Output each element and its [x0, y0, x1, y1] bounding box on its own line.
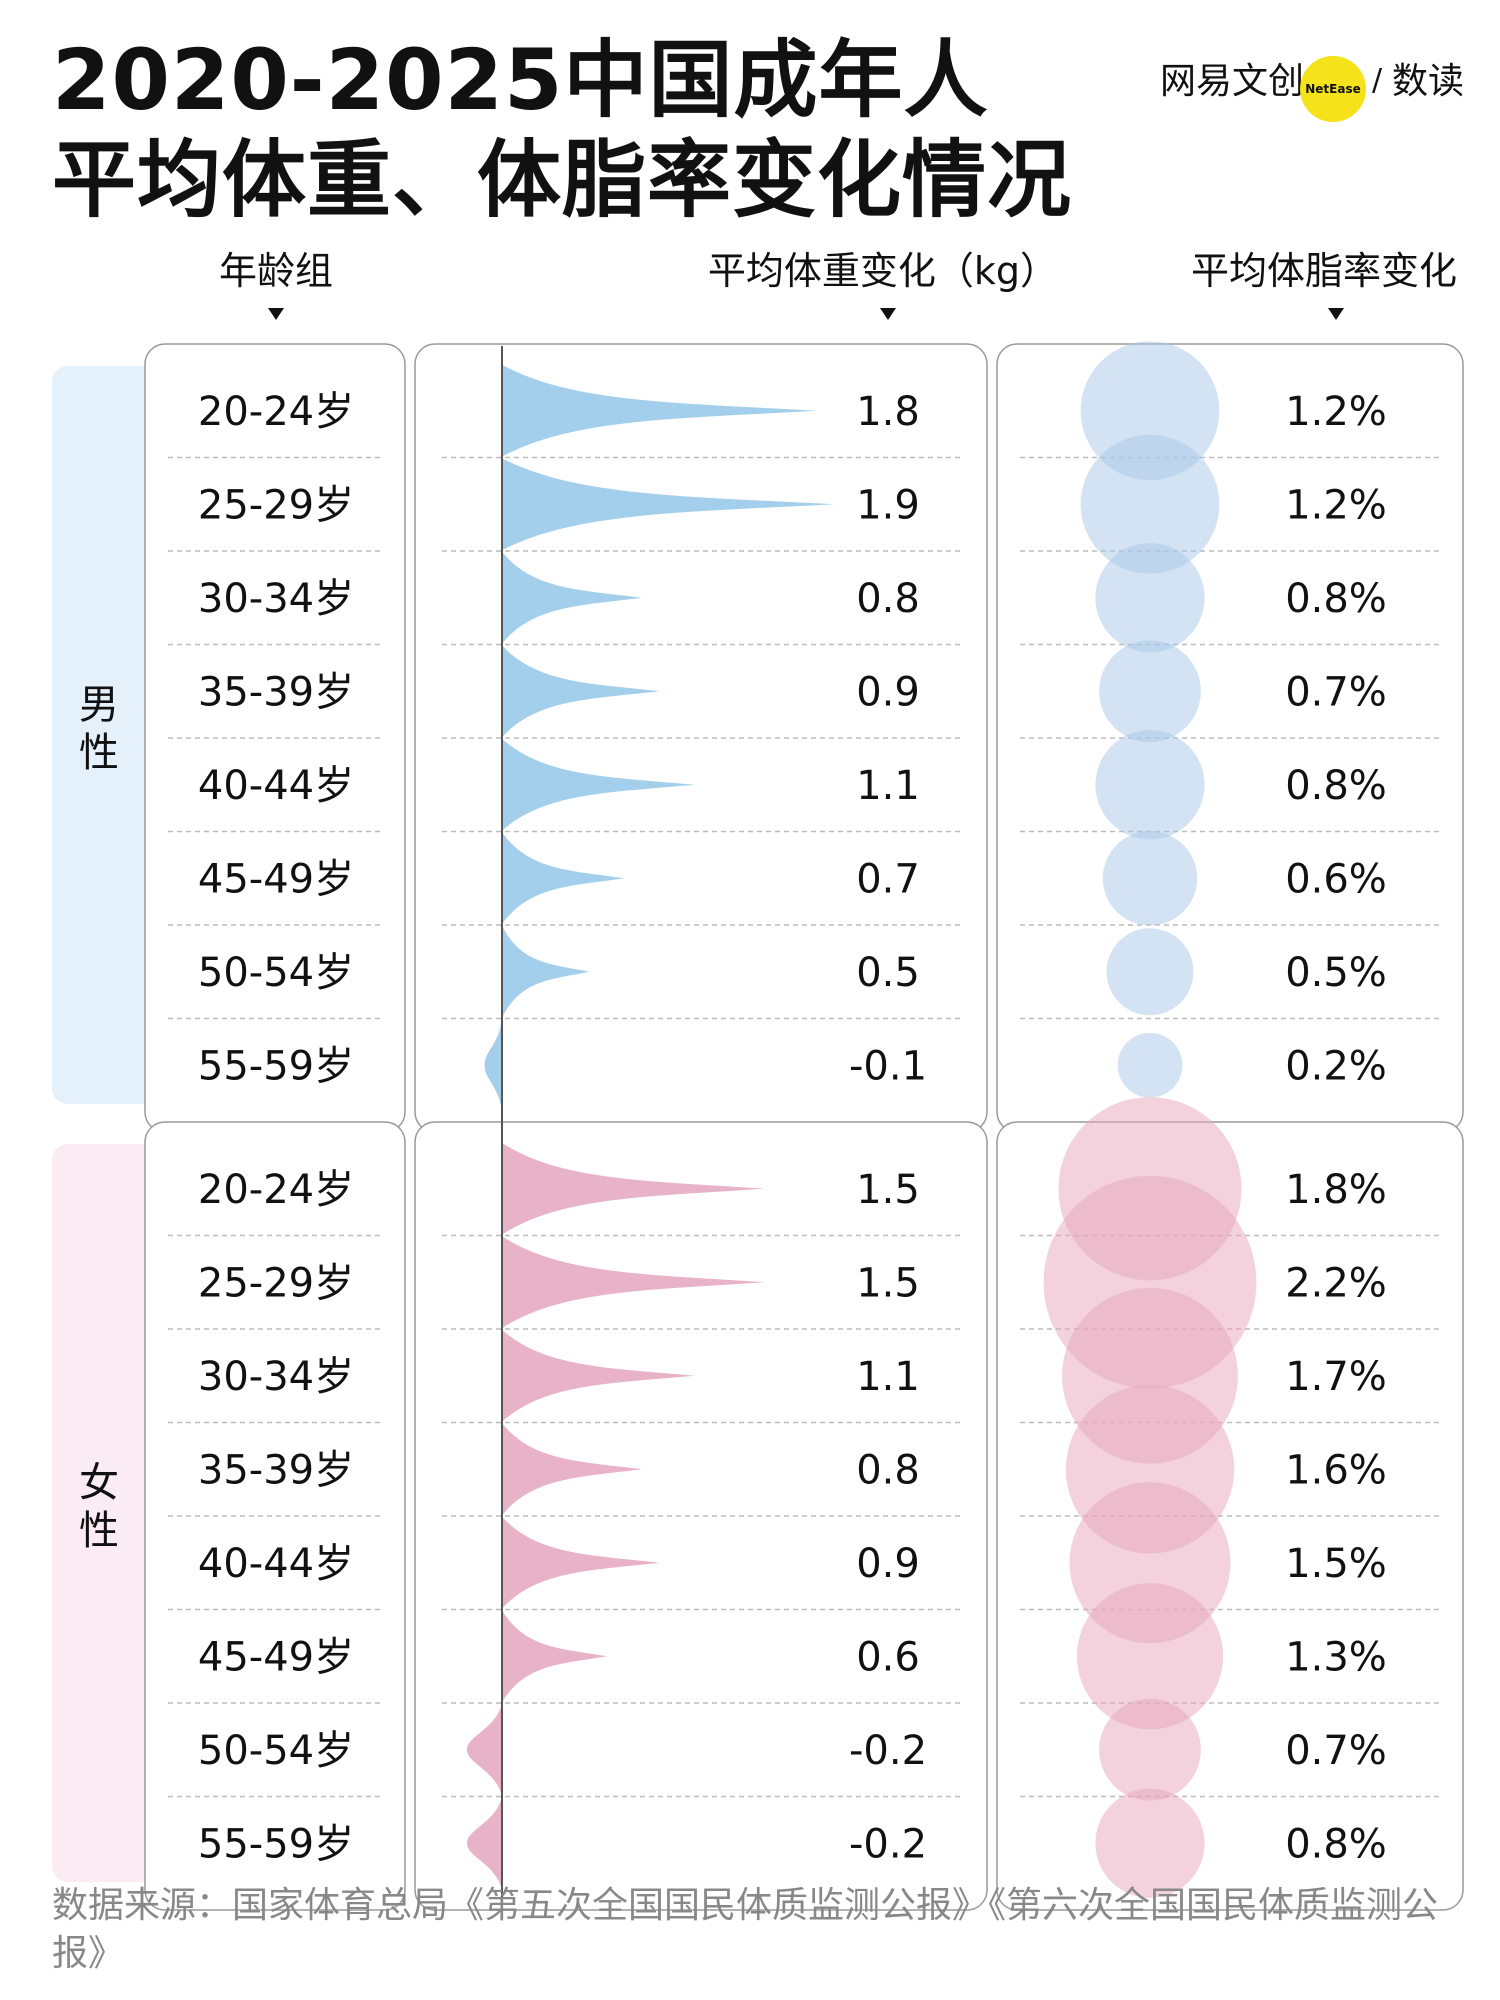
brand-logo: 网易文创 NetEase / 数读	[1160, 56, 1470, 122]
weight-shape	[502, 1142, 765, 1235]
weight-value-label: 0.9	[856, 669, 920, 715]
age-label: 25-29岁	[198, 482, 354, 528]
fat-value-label: 0.7%	[1285, 669, 1387, 715]
age-label: 50-54岁	[198, 1728, 354, 1774]
brand-sub: 数读	[1392, 61, 1465, 102]
fat-column-arrow-icon	[1328, 308, 1344, 320]
weight-column-arrow-icon	[880, 308, 896, 320]
weight-shape	[502, 458, 835, 551]
age-label: 45-49岁	[198, 856, 354, 902]
fat-value-label: 1.2%	[1285, 389, 1387, 435]
age-label: 55-59岁	[198, 1821, 354, 1867]
fat-value-label: 0.8%	[1285, 1821, 1387, 1867]
age-label: 30-34岁	[198, 1354, 354, 1400]
age-column-arrow-icon	[268, 308, 284, 320]
fat-bubble	[1095, 543, 1205, 653]
fat-value-label: 1.6%	[1285, 1447, 1387, 1493]
age-label: 35-39岁	[198, 1447, 354, 1493]
weight-shape	[502, 738, 695, 831]
weight-shape	[502, 925, 590, 1018]
weight-shape	[502, 645, 660, 738]
group-label: 男性	[79, 682, 119, 776]
age-label: 20-24岁	[198, 1167, 354, 1213]
fat-bubble	[1102, 831, 1198, 926]
fat-bubble	[1099, 1698, 1201, 1801]
fat-value-label: 1.2%	[1285, 482, 1387, 528]
brand-name: 网易文创	[1160, 61, 1305, 102]
fat-value-label: 1.5%	[1285, 1541, 1387, 1587]
weight-value-label: 1.1	[856, 1354, 920, 1400]
brand-slash: /	[1372, 63, 1383, 98]
fat-bubble	[1106, 928, 1194, 1016]
weight-shape	[502, 1329, 695, 1422]
weight-column-header: 平均体重变化（kg）	[707, 249, 1059, 293]
fat-value-label: 1.3%	[1285, 1634, 1387, 1680]
age-label: 35-39岁	[198, 669, 354, 715]
age-label: 20-24岁	[198, 389, 354, 435]
fat-value-label: 0.7%	[1285, 1728, 1387, 1774]
fat-bubble	[1095, 1788, 1205, 1898]
weight-value-label: 1.9	[856, 482, 920, 528]
fat-value-label: 0.8%	[1285, 576, 1387, 622]
fat-value-label: 1.7%	[1285, 1354, 1387, 1400]
age-label: 45-49岁	[198, 1634, 354, 1680]
fat-bubble	[1117, 1032, 1183, 1098]
weight-value-label: -0.2	[849, 1728, 927, 1774]
weight-shape	[502, 832, 625, 925]
fat-value-label: 1.8%	[1285, 1167, 1387, 1213]
data-source-footer: 数据来源：国家体育总局《第五次全国国民体质监测公报》《第六次全国国民体质监测公报…	[52, 1885, 1439, 1974]
weight-value-label: 1.5	[856, 1260, 920, 1306]
fat-value-label: 0.6%	[1285, 856, 1387, 902]
age-label: 50-54岁	[198, 950, 354, 996]
weight-shape	[502, 1423, 642, 1516]
fat-value-label: 0.5%	[1285, 950, 1387, 996]
fat-value-label: 0.8%	[1285, 763, 1387, 809]
weight-shape	[502, 1610, 607, 1703]
weight-shape	[484, 1019, 502, 1112]
weight-value-label: 1.1	[856, 763, 920, 809]
age-column-header: 年龄组	[218, 249, 334, 293]
weight-value-label: -0.1	[849, 1043, 927, 1089]
weight-value-label: 0.8	[856, 576, 920, 622]
weight-shape	[502, 364, 817, 457]
fat-bubble	[1080, 434, 1220, 574]
chart-title-line-2: 平均体重、体脂率变化情况	[52, 131, 1073, 229]
weight-value-label: 0.6	[856, 1634, 920, 1680]
age-card	[144, 1121, 406, 1911]
weight-value-label: 1.8	[856, 389, 920, 435]
weight-value-label: 0.7	[856, 856, 920, 902]
weight-shape	[467, 1797, 502, 1890]
age-label: 40-44岁	[198, 763, 354, 809]
fat-bubble	[1099, 640, 1201, 743]
age-label: 40-44岁	[198, 1541, 354, 1587]
group-label: 女性	[79, 1460, 119, 1554]
brand-badge: NetEase	[1300, 56, 1366, 122]
age-label: 55-59岁	[198, 1043, 354, 1089]
weight-value-label: 1.5	[856, 1167, 920, 1213]
weight-shape	[467, 1703, 502, 1796]
fat-column-header: 平均体脂率变化	[1190, 249, 1458, 293]
age-label: 30-34岁	[198, 576, 354, 622]
weight-value-label: 0.5	[856, 950, 920, 996]
fat-bubble	[1095, 730, 1205, 840]
age-label: 25-29岁	[198, 1260, 354, 1306]
weight-value-label: 0.8	[856, 1447, 920, 1493]
chart-title-line-1: 2020-2025中国成年人	[52, 31, 989, 129]
weight-shape	[502, 1516, 660, 1609]
weight-value-label: 0.9	[856, 1541, 920, 1587]
weight-shape	[502, 551, 642, 644]
fat-value-label: 2.2%	[1285, 1260, 1387, 1306]
fat-bubble	[1076, 1583, 1224, 1730]
weight-shape	[502, 1236, 765, 1329]
weight-value-label: -0.2	[849, 1821, 927, 1867]
fat-value-label: 0.2%	[1285, 1043, 1387, 1089]
weight-card	[414, 1121, 988, 1911]
